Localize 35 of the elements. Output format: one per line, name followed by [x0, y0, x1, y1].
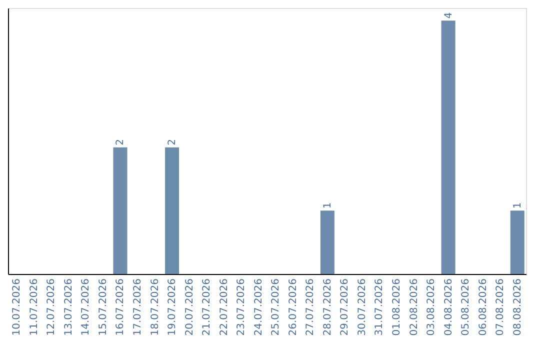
- data-label: 1: [322, 202, 334, 209]
- data-label: 2: [115, 138, 126, 146]
- x-tick-label: 27.07.2026: [305, 278, 316, 336]
- x-tick-label: 18.07.2026: [150, 278, 161, 336]
- x-tick-label: 23.07.2026: [236, 278, 248, 336]
- x-tick-label: 11.07.2026: [28, 278, 40, 336]
- x-tick-label: 12.07.2026: [46, 278, 58, 336]
- data-label: 1: [512, 202, 524, 209]
- x-tick-label: 04.08.2026: [443, 278, 454, 336]
- x-tick-label: 05.08.2026: [460, 278, 472, 336]
- x-tick-label: 22.07.2026: [218, 278, 230, 336]
- x-tick-label: 07.08.2026: [495, 278, 506, 336]
- x-tick-label: 20.07.2026: [184, 278, 196, 336]
- x-tick-label: 19.07.2026: [167, 278, 178, 336]
- x-tick-label: 08.08.2026: [512, 278, 524, 336]
- x-tick-label: 10.07.2026: [12, 278, 23, 336]
- x-tick-label: 01.08.2026: [392, 278, 402, 336]
- x-tick-label: 16.07.2026: [115, 278, 126, 336]
- data-label: 4: [443, 12, 454, 19]
- x-tick-label: 15.07.2026: [98, 278, 109, 336]
- x-tick-label: 02.08.2026: [408, 278, 420, 336]
- x-tick-label: 14.07.2026: [80, 278, 92, 336]
- x-tick-label: 21.07.2026: [202, 278, 213, 336]
- x-tick-label: 06.08.2026: [478, 278, 489, 336]
- data-label: 2: [167, 138, 178, 146]
- x-tick-label: 28.07.2026: [322, 278, 334, 336]
- x-tick-label: 03.08.2026: [426, 278, 438, 336]
- x-tick-label: 24.07.2026: [253, 278, 264, 336]
- x-tick-label: 30.07.2026: [356, 278, 368, 336]
- x-tick-label: 25.07.2026: [270, 278, 282, 336]
- x-tick-label: 31.07.2026: [374, 278, 386, 336]
- x-tick-label: 13.07.2026: [63, 278, 74, 336]
- x-tick-label: 17.07.2026: [132, 278, 144, 336]
- x-tick-label: 29.07.2026: [340, 278, 351, 336]
- x-tick-label: 26.07.2026: [288, 278, 299, 336]
